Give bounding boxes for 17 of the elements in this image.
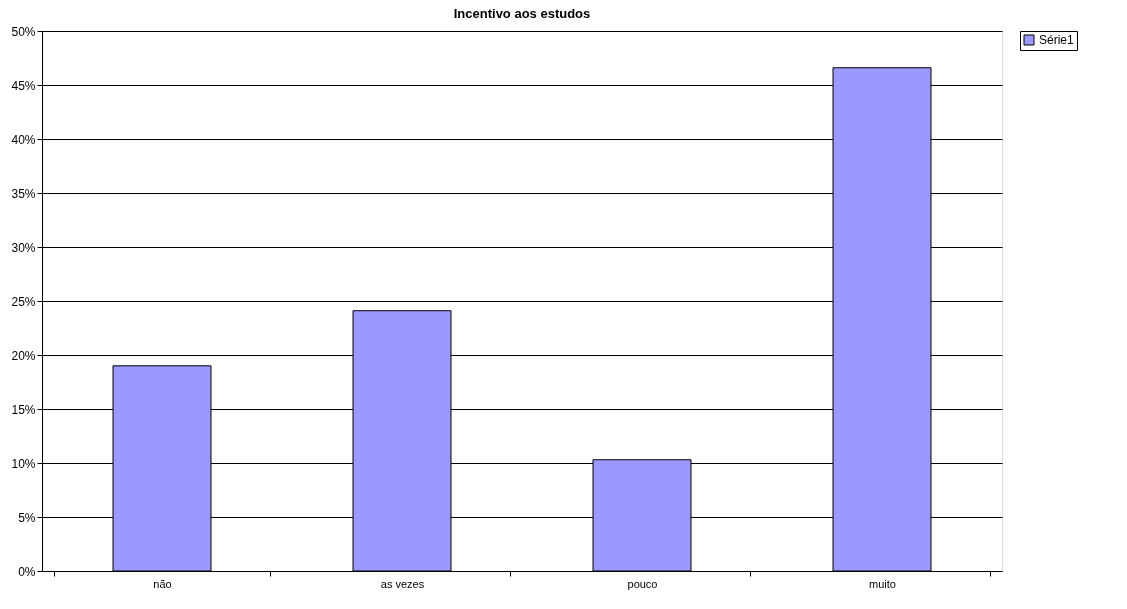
y-tick-label: 0% bbox=[18, 564, 36, 579]
x-tick-label: não bbox=[153, 577, 172, 590]
y-tick-label: 45% bbox=[11, 78, 36, 93]
y-tick-label: 30% bbox=[11, 240, 36, 255]
y-tick-label: 50% bbox=[11, 24, 36, 39]
y-tick-label: 25% bbox=[11, 294, 36, 309]
y-tick-label: 20% bbox=[11, 348, 36, 363]
y-tick-label: 40% bbox=[11, 132, 36, 147]
y-tick-label: 10% bbox=[11, 456, 36, 471]
y-tick-label: 5% bbox=[18, 510, 36, 525]
y-tick-label: 35% bbox=[11, 186, 36, 201]
y-tick-label: 15% bbox=[11, 402, 36, 417]
x-tick-label: as vezes bbox=[380, 577, 425, 590]
chart-title: Incentivo aos estudos bbox=[453, 6, 591, 21]
x-tick-label: pouco bbox=[627, 577, 658, 590]
legend-label: Série1 bbox=[1039, 33, 1075, 47]
x-tick-label: muito bbox=[869, 577, 896, 590]
